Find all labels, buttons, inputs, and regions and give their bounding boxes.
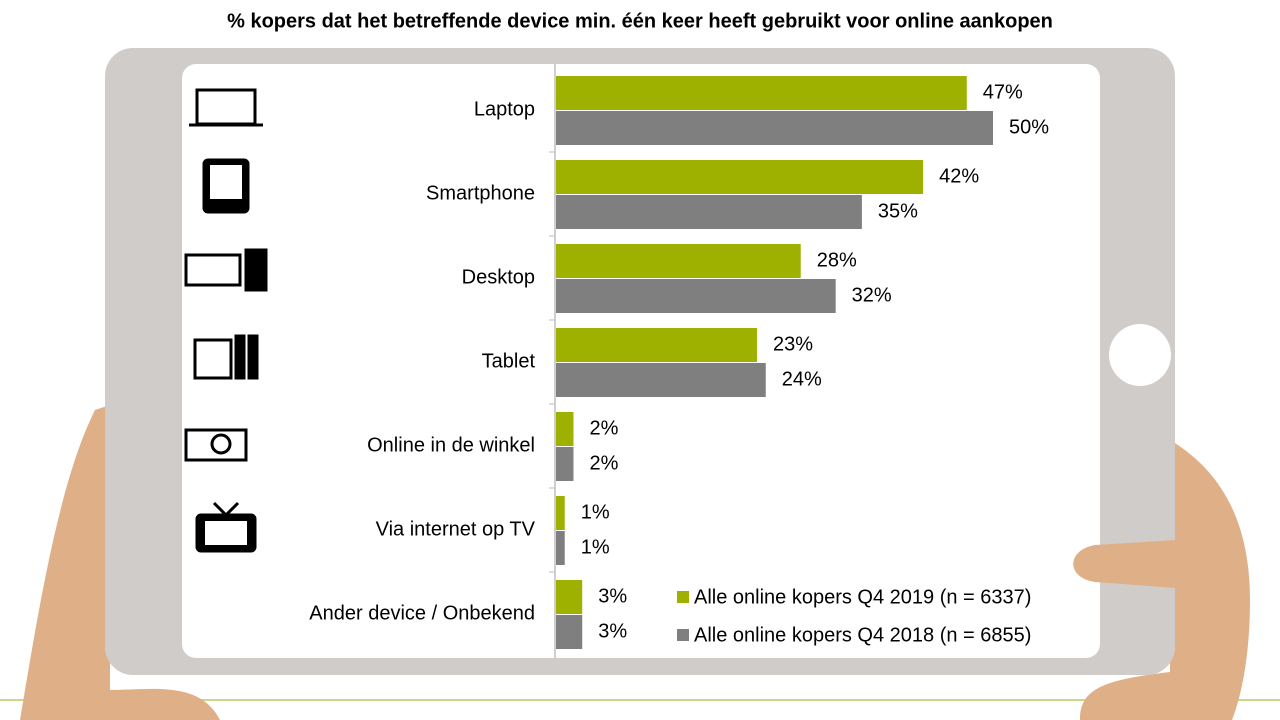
- value-label: 32%: [852, 284, 892, 306]
- legend-swatch: [677, 591, 689, 603]
- value-label: 3%: [598, 620, 627, 642]
- value-label: 35%: [878, 200, 918, 222]
- bar: [556, 111, 993, 145]
- book-icon: [247, 334, 259, 380]
- right-hand: [1080, 440, 1250, 720]
- bar: [556, 195, 862, 229]
- bar: [556, 160, 924, 194]
- bar: [556, 412, 574, 446]
- bar: [556, 76, 967, 110]
- bar: [556, 279, 836, 313]
- right-thumb: [1073, 540, 1175, 588]
- value-label: 42%: [939, 165, 979, 187]
- category-label: Smartphone: [426, 182, 535, 204]
- value-label: 47%: [983, 81, 1023, 103]
- category-label: Online in de winkel: [367, 434, 535, 456]
- left-hand: [20, 405, 220, 720]
- category-label: Desktop: [462, 266, 535, 288]
- desktop-icon: [184, 253, 242, 287]
- chart-title: % kopers dat het betreffende device min.…: [227, 10, 1053, 32]
- category-label: Ander device / Onbekend: [309, 602, 535, 624]
- bar: [556, 580, 583, 614]
- home-button: [1109, 324, 1171, 386]
- bar: [556, 531, 565, 565]
- value-label: 2%: [589, 417, 618, 439]
- category-label: Via internet op TV: [376, 518, 536, 540]
- bar: [556, 244, 801, 278]
- value-label: 2%: [589, 452, 618, 474]
- bar: [556, 496, 565, 530]
- bar: [556, 447, 574, 481]
- legend-label: Alle online kopers Q4 2018 (n = 6855): [694, 624, 1031, 646]
- bar: [556, 363, 766, 397]
- value-label: 24%: [782, 368, 822, 390]
- book-icon: [234, 334, 246, 380]
- value-label: 1%: [581, 501, 610, 523]
- tv-antenna: [212, 501, 240, 518]
- icons: [184, 88, 268, 553]
- category-label: Laptop: [474, 98, 535, 120]
- bar: [556, 328, 758, 362]
- tablet-icon: [193, 338, 233, 380]
- value-label: 23%: [773, 333, 813, 355]
- phone-screen: [210, 165, 242, 199]
- value-label: 3%: [598, 585, 627, 607]
- legend-label: Alle online kopers Q4 2019 (n = 6337): [694, 586, 1031, 608]
- legend-swatch: [677, 629, 689, 641]
- value-label: 50%: [1009, 116, 1049, 138]
- desktop-tower: [244, 248, 268, 292]
- value-label: 1%: [581, 536, 610, 558]
- category-label: Tablet: [482, 350, 536, 372]
- shop-icon: [184, 428, 248, 462]
- value-label: 28%: [817, 249, 857, 271]
- bar: [556, 615, 583, 649]
- at-icon: [210, 433, 232, 455]
- tv-screen: [205, 521, 247, 545]
